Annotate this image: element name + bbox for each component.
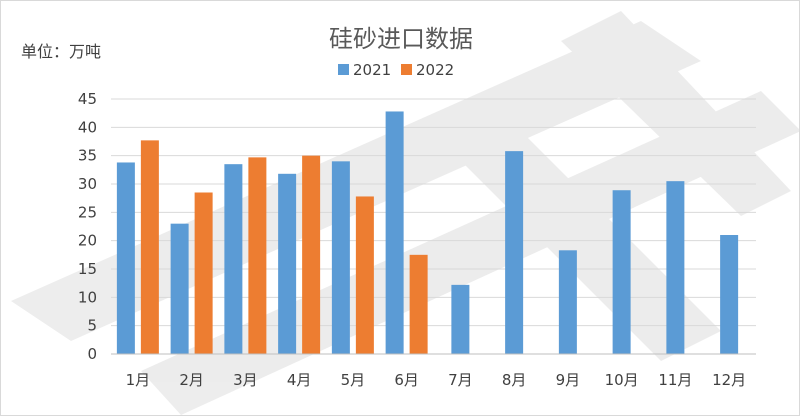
x-tick-label: 10月 <box>605 371 639 389</box>
x-tick-label: 4月 <box>287 371 312 389</box>
legend-swatch-2022 <box>401 64 412 75</box>
legend-label-2022: 2022 <box>416 61 454 79</box>
x-tick-label: 7月 <box>448 371 473 389</box>
y-tick-label: 45 <box>78 90 97 108</box>
bar-2022-6月 <box>409 254 428 354</box>
bars <box>116 111 739 354</box>
bar-2021-7月 <box>451 284 470 354</box>
y-tick-label: 0 <box>87 345 97 363</box>
x-tick-label: 5月 <box>341 371 366 389</box>
y-tick-label: 40 <box>78 118 97 136</box>
x-axis-ticks: 1月 2月 3月 4月 5月 6月 7月 8月 9月 10月 11月 12月 <box>126 371 747 389</box>
x-tick-label: 8月 <box>502 371 527 389</box>
gridlines <box>111 98 756 327</box>
x-tick-label: 9月 <box>556 371 581 389</box>
x-tick-label: 12月 <box>712 371 746 389</box>
bar-2021-2月 <box>170 223 189 354</box>
bar-2021-6月 <box>385 111 404 354</box>
bar-2022-3月 <box>248 157 267 354</box>
bar-2022-2月 <box>194 192 213 354</box>
x-tick-label: 1月 <box>126 371 151 389</box>
y-tick-label: 5 <box>87 317 97 335</box>
bar-2021-9月 <box>558 250 577 354</box>
bar-2021-8月 <box>505 151 524 354</box>
bar-2021-3月 <box>224 164 243 354</box>
bar-2021-12月 <box>720 235 739 354</box>
y-tick-label: 20 <box>78 232 97 250</box>
x-tick-label: 11月 <box>658 371 692 389</box>
unit-label: 单位：万吨 <box>21 42 101 61</box>
legend-swatch-2021 <box>338 64 349 75</box>
x-tick-label: 6月 <box>394 371 419 389</box>
y-tick-label: 30 <box>78 175 97 193</box>
bar-2022-1月 <box>140 140 159 354</box>
bar-2021-4月 <box>278 173 297 354</box>
x-tick-label: 2月 <box>179 371 204 389</box>
y-tick-label: 15 <box>78 260 97 278</box>
bar-2022-5月 <box>355 196 374 354</box>
legend-label-2021: 2021 <box>353 61 391 79</box>
bar-2022-4月 <box>302 155 321 354</box>
bar-2021-5月 <box>331 161 350 354</box>
bar-2021-1月 <box>116 162 135 354</box>
y-axis-ticks: 0 5 10 15 20 25 30 35 40 45 <box>78 90 97 363</box>
bar-2021-11月 <box>666 181 685 354</box>
bar-2021-10月 <box>612 190 631 354</box>
y-tick-label: 10 <box>78 288 97 306</box>
legend: 2021 2022 <box>338 61 454 79</box>
y-tick-label: 35 <box>78 147 97 165</box>
y-tick-label: 25 <box>78 203 97 221</box>
x-tick-label: 3月 <box>233 371 258 389</box>
chart-title: 硅砂进口数据 <box>329 25 473 53</box>
